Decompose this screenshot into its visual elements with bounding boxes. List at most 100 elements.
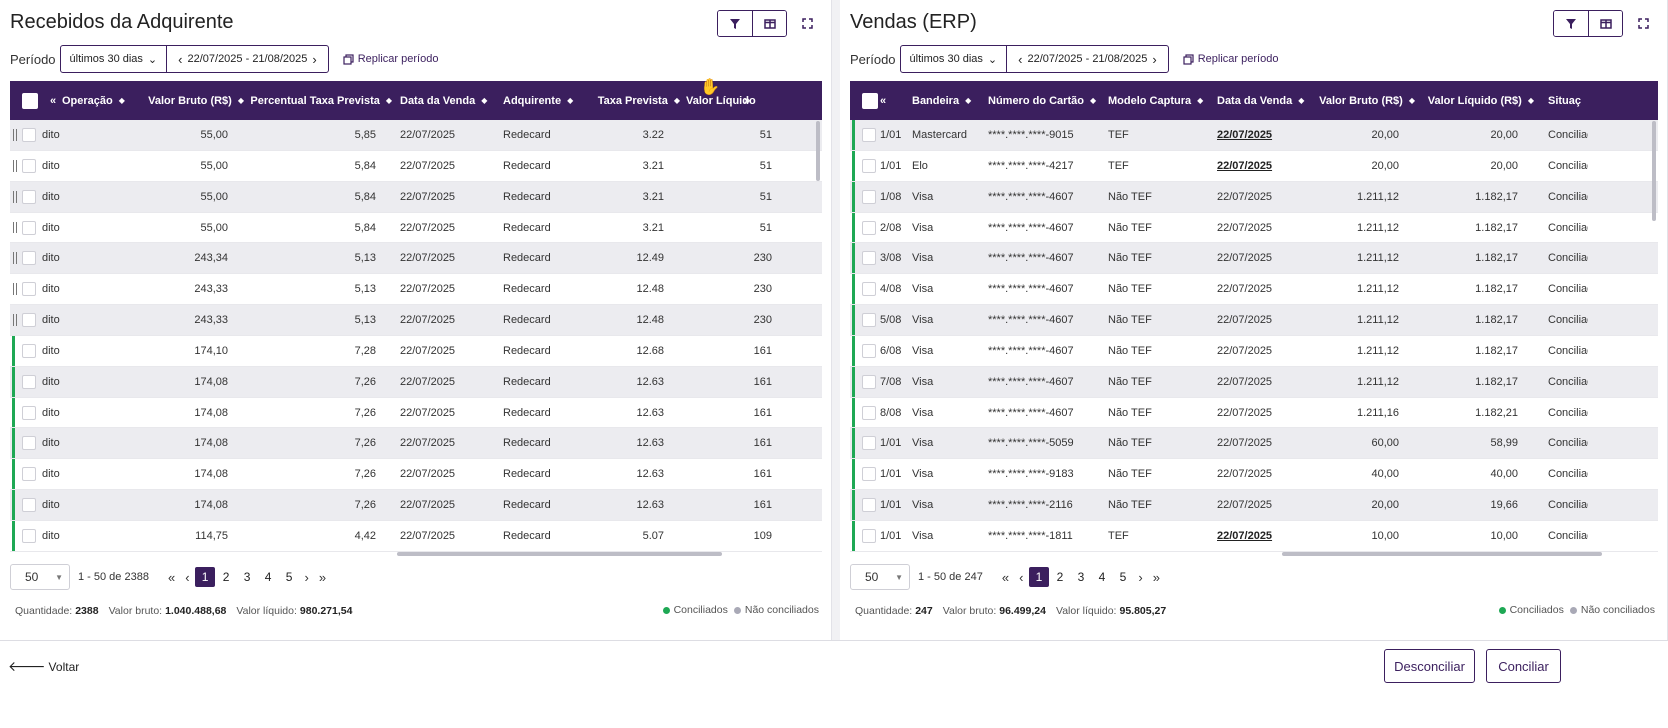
next-period-button[interactable]: › <box>1152 51 1157 67</box>
prev-page-button[interactable]: ‹ <box>1019 569 1024 585</box>
table-row[interactable]: 7/08 Visa ****.****.****-4607 Não TEF 22/07/… <box>850 366 1658 398</box>
row-checkbox[interactable] <box>22 467 36 482</box>
horizontal-scrollbar[interactable] <box>397 552 722 556</box>
column-header-liq[interactable]: Valor Líquido (R$) ◆ <box>1422 81 1534 120</box>
page-4-button[interactable]: 4 <box>1098 570 1106 584</box>
replicate-period-button[interactable]: Replicar período <box>343 53 438 65</box>
column-header-perc[interactable]: Percentual Taxa Prevista ◆ <box>250 81 392 120</box>
table-row[interactable]: 1/01 Mastercard ****.****.****-9015 TEF 22/0… <box>850 120 1658 151</box>
unreconcile-button[interactable]: Desconciliar <box>1384 649 1475 683</box>
table-row[interactable]: dito 174,08 7,26 22/07/2025 Redecard 12.63 161 <box>10 366 822 398</box>
cell-data[interactable]: 22/07/2025 <box>1217 129 1273 141</box>
columns-button[interactable] <box>752 11 786 36</box>
sort-icon[interactable]: ◆ <box>1089 96 1097 105</box>
page-size-select[interactable]: 50 ▼ <box>850 564 910 590</box>
column-header-nav[interactable]: « <box>880 81 894 120</box>
row-checkbox[interactable] <box>22 158 36 173</box>
cell-data[interactable]: 22/07/2025 <box>1217 159 1273 172</box>
column-header-card[interactable]: Número do Cartão ◆ <box>988 81 1100 120</box>
table-row[interactable]: dito 174,08 7,26 22/07/2025 Redecard 12.63 161 <box>10 428 822 460</box>
page-1-button[interactable]: 1 <box>195 567 216 587</box>
row-checkbox[interactable] <box>22 436 36 451</box>
row-checkbox[interactable] <box>22 282 36 297</box>
row-checkbox[interactable] <box>862 405 876 420</box>
period-select[interactable]: últimos 30 dias ⌄ <box>901 46 1008 72</box>
last-page-button[interactable]: » <box>318 569 327 585</box>
table-row[interactable]: dito 243,34 5,13 22/07/2025 Redecard 12.49 230 <box>10 243 822 275</box>
sort-icon[interactable]: ◆ <box>567 96 574 105</box>
table-row[interactable]: dito 243,33 5,13 22/07/2025 Redecard 12.48 230 <box>10 305 822 336</box>
table-row[interactable]: 1/01 Visa ****.****.****-9183 Não TEF 22/07/… <box>850 459 1658 491</box>
row-checkbox[interactable] <box>862 282 876 297</box>
filter-button[interactable] <box>1554 11 1588 36</box>
table-row[interactable]: 2/08 Visa ****.****.****-4607 Não TEF 22/07/… <box>850 212 1658 244</box>
table-row[interactable]: 5/08 Visa ****.****.****-4607 Não TEF 22/07/… <box>850 305 1658 336</box>
columns-button[interactable] <box>1588 11 1622 36</box>
table-row[interactable]: dito 55,00 5,84 22/07/2025 Redecard 3.21 51 <box>10 151 822 182</box>
row-checkbox[interactable] <box>22 343 36 358</box>
row-checkbox[interactable] <box>862 374 876 389</box>
table-row[interactable]: 8/08 Visa ****.****.****-4607 Não TEF 22/07/… <box>850 397 1658 429</box>
table-row[interactable]: 1/01 Visa ****.****.****-2116 Não TEF 22/07/… <box>850 490 1658 521</box>
column-header-nav[interactable]: « <box>50 81 64 120</box>
row-checkbox[interactable] <box>862 313 876 328</box>
row-checkbox[interactable] <box>22 313 36 328</box>
table-row[interactable]: dito 55,00 5,85 22/07/2025 Redecard 3.22 51 <box>10 120 822 151</box>
drag-handle-icon[interactable] <box>13 159 17 172</box>
first-page-button[interactable]: « <box>1001 569 1010 585</box>
sort-icon[interactable]: ◆ <box>1298 96 1305 105</box>
drag-handle-icon[interactable] <box>13 283 17 296</box>
table-row[interactable]: dito 55,00 5,84 22/07/2025 Redecard 3.21 51 <box>10 213 822 244</box>
row-checkbox[interactable] <box>22 189 36 204</box>
table-row[interactable]: 3/08 Visa ****.****.****-4607 Não TEF 22/07/… <box>850 243 1658 275</box>
first-page-button[interactable]: « <box>167 569 176 585</box>
select-all-checkbox[interactable] <box>22 93 38 109</box>
row-checkbox[interactable] <box>862 220 876 235</box>
row-checkbox[interactable] <box>22 220 36 235</box>
table-row[interactable]: 1/01 Elo ****.****.****-4217 TEF 22/07/2025 2… <box>850 150 1658 182</box>
row-checkbox[interactable] <box>862 436 876 451</box>
sort-icon[interactable]: ◆ <box>1197 96 1204 105</box>
row-checkbox[interactable] <box>862 128 876 142</box>
sort-icon[interactable]: ◆ <box>237 96 244 105</box>
sort-icon[interactable]: ◆ <box>965 96 972 105</box>
page-3-button[interactable]: 3 <box>1077 570 1085 584</box>
row-checkbox[interactable] <box>862 498 876 513</box>
drag-handle-icon[interactable] <box>13 252 17 265</box>
table-row[interactable]: dito 174,08 7,26 22/07/2025 Redecard 12.63 161 <box>10 459 822 491</box>
sort-icon[interactable]: ◆ <box>673 96 680 105</box>
page-5-button[interactable]: 5 <box>1119 570 1127 584</box>
drag-handle-icon[interactable] <box>13 314 17 326</box>
reconcile-button[interactable]: Conciliar <box>1486 649 1561 683</box>
page-1-button[interactable]: 1 <box>1028 567 1049 587</box>
select-all-checkbox[interactable] <box>862 93 878 109</box>
row-checkbox[interactable] <box>862 528 876 543</box>
page-size-select[interactable]: 50 ▼ <box>10 564 70 590</box>
vertical-scrollbar[interactable] <box>816 121 820 181</box>
row-checkbox[interactable] <box>862 343 876 358</box>
table-row[interactable]: dito 55,00 5,84 22/07/2025 Redecard 3.21 51 <box>10 181 822 213</box>
table-row[interactable]: 6/08 Visa ****.****.****-4607 Não TEF 22/07/… <box>850 335 1658 367</box>
column-header-band[interactable]: Bandeira ◆ <box>912 81 978 120</box>
cell-data[interactable]: 22/07/2025 <box>1217 529 1273 542</box>
drag-handle-icon[interactable] <box>13 129 17 141</box>
column-header-modelo[interactable]: Modelo Captura ◆ <box>1108 81 1212 120</box>
row-checkbox[interactable] <box>862 189 876 204</box>
column-header-sit[interactable]: Situaç <box>1548 81 1588 120</box>
page-4-button[interactable]: 4 <box>264 570 272 584</box>
drag-handle-icon[interactable] <box>13 221 17 234</box>
table-row[interactable]: 4/08 Visa ****.****.****-4607 Não TEF 22/07/… <box>850 274 1658 306</box>
page-2-button[interactable]: 2 <box>222 570 230 584</box>
column-header-data[interactable]: Data da Venda ◆ <box>400 81 496 120</box>
column-header-bruto[interactable]: Valor Bruto (R$) ◆ <box>1315 81 1415 120</box>
table-row[interactable]: 1/01 Visa ****.****.****-1811 TEF 22/07/2025… <box>850 520 1658 552</box>
table-row[interactable]: dito 114,75 4,42 22/07/2025 Redecard 5.07 109 <box>10 520 822 552</box>
row-checkbox[interactable] <box>862 158 876 173</box>
sort-icon[interactable]: ◆ <box>481 96 488 105</box>
next-page-button[interactable]: › <box>304 569 309 585</box>
table-row[interactable]: dito 174,08 7,26 22/07/2025 Redecard 12.63 161 <box>10 490 822 521</box>
next-period-button[interactable]: › <box>312 51 317 67</box>
horizontal-scrollbar[interactable] <box>1282 552 1602 556</box>
sort-icon[interactable]: ◆ <box>1408 96 1415 105</box>
table-row[interactable]: dito 174,10 7,28 22/07/2025 Redecard 12.68 161 <box>10 335 822 367</box>
